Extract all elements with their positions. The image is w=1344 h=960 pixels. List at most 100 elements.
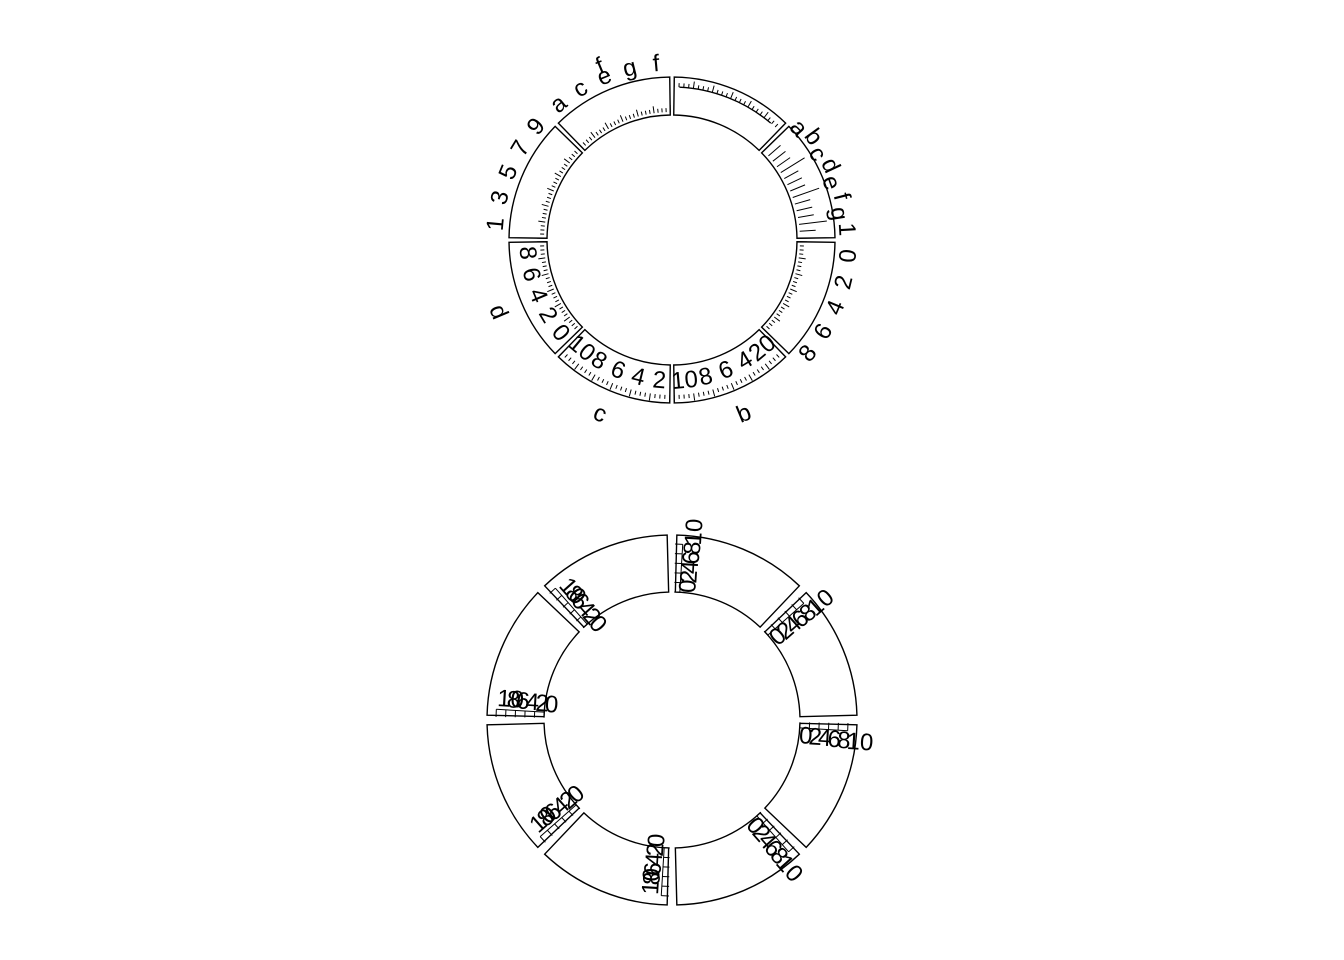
axis-tick xyxy=(555,299,560,303)
sector-track xyxy=(543,534,670,629)
axis-tick xyxy=(606,381,609,386)
axis-tick xyxy=(778,309,783,313)
tick-label: 8 xyxy=(514,245,542,261)
y-axis-tick xyxy=(781,839,788,845)
sector-label: d xyxy=(483,301,513,324)
axis-tick xyxy=(595,131,599,136)
axis-tick xyxy=(547,187,554,192)
axis-tick xyxy=(776,313,781,317)
y-tick-label: 6 xyxy=(639,861,667,876)
y-axis-line xyxy=(799,727,848,732)
axis-tick xyxy=(568,319,573,324)
axis-tick xyxy=(582,142,587,146)
axis-tick xyxy=(768,144,781,157)
axis-tick xyxy=(790,184,806,192)
axis-tick xyxy=(615,384,618,389)
y-tick-label: 8 xyxy=(836,727,851,755)
sector-track xyxy=(508,125,584,239)
axis-tick xyxy=(543,269,548,272)
axis-tick xyxy=(551,292,556,295)
sector-track xyxy=(486,722,581,849)
axis-tick xyxy=(546,196,552,200)
tick-label: 8 xyxy=(793,340,822,368)
axis-tick xyxy=(541,216,546,219)
axis-tick xyxy=(776,354,780,358)
sector-track xyxy=(508,241,584,355)
sector-track xyxy=(674,534,801,629)
axis-tick xyxy=(652,106,655,114)
y-axis-tick xyxy=(549,587,556,594)
y-axis-tick xyxy=(798,597,805,604)
axis-tick xyxy=(764,363,770,370)
tick-label: 0 xyxy=(834,248,862,264)
axis-tick xyxy=(541,203,549,207)
axis-tick xyxy=(547,288,554,293)
y-axis-tick xyxy=(561,817,567,823)
tick-label: 1 xyxy=(833,222,861,237)
axis-tick xyxy=(572,360,576,365)
tick-label: g xyxy=(620,53,639,82)
axis-tick xyxy=(590,131,596,139)
sector-track xyxy=(673,76,787,152)
axis-tick xyxy=(791,284,796,288)
tick-label: g xyxy=(825,205,854,222)
y-tick-label: 4 xyxy=(641,852,669,867)
axis-tick xyxy=(763,111,769,119)
axis-tick xyxy=(574,325,578,330)
y-tick-label: 2 xyxy=(808,723,823,751)
y-tick-label: 2 xyxy=(642,842,670,857)
axis-tick xyxy=(726,384,729,389)
axis-tick xyxy=(574,145,581,152)
y-tick-label: 0 xyxy=(544,691,559,719)
axis-tick xyxy=(796,269,801,272)
sector-a xyxy=(673,76,787,152)
axis-tick xyxy=(548,192,553,196)
tick-label: c xyxy=(568,74,592,103)
axis-tick xyxy=(561,167,566,171)
sector-track xyxy=(486,591,581,718)
axis-tick xyxy=(635,109,639,117)
axis-tick xyxy=(748,374,753,381)
axis-tick xyxy=(585,139,590,144)
axis-tick xyxy=(796,206,813,212)
axis-tick xyxy=(553,295,558,299)
tick-label: 4 xyxy=(629,362,648,391)
axis-tick xyxy=(601,378,605,383)
axis-tick xyxy=(787,177,803,186)
axis-tick xyxy=(774,123,779,128)
axis-tick xyxy=(609,383,614,390)
axis-tick xyxy=(558,350,565,357)
axis-tick xyxy=(551,185,556,188)
axis-tick xyxy=(574,150,578,155)
axis-tick xyxy=(776,157,791,168)
axis-tick xyxy=(693,393,696,401)
axis-tick xyxy=(644,110,647,115)
axis-tick xyxy=(599,129,603,134)
axis-tick xyxy=(648,393,651,401)
axis-tick xyxy=(628,114,632,120)
y-axis-tick xyxy=(791,604,797,611)
y-axis-tick xyxy=(777,617,783,623)
axis-tick xyxy=(602,127,606,132)
axis-tick xyxy=(721,386,724,391)
axis-tick xyxy=(692,81,695,89)
axis-tick xyxy=(792,280,798,284)
y-tick-label: 6 xyxy=(678,550,706,565)
axis-tick xyxy=(763,130,785,152)
y-axis-tick xyxy=(575,804,581,810)
axis-tick xyxy=(563,163,568,167)
y-axis-tick xyxy=(569,609,575,615)
axis-tick xyxy=(773,316,781,322)
y-axis-line xyxy=(660,847,665,896)
axis-tick xyxy=(771,120,775,125)
axis-tick xyxy=(794,199,811,205)
y-axis-tick xyxy=(556,595,563,601)
axis-tick xyxy=(711,85,715,93)
tick-label: 6 xyxy=(516,265,545,284)
